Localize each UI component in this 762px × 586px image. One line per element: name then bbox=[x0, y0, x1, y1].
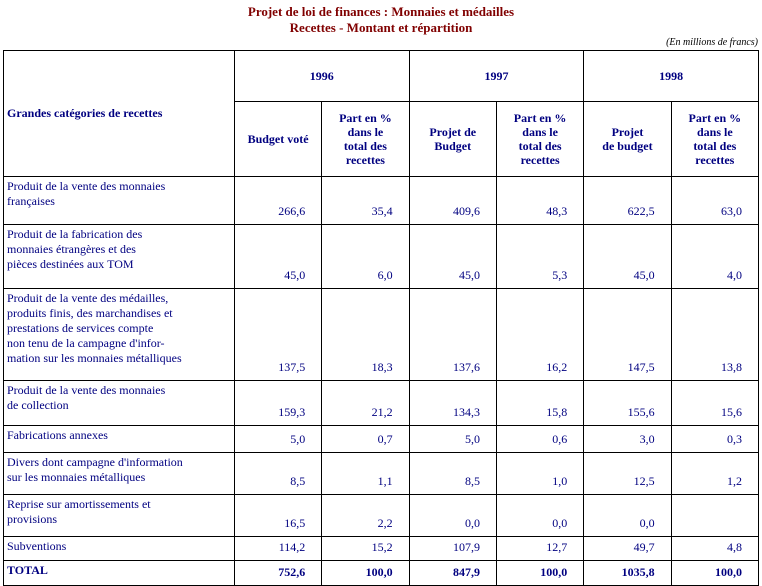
year-header-1998: 1998 bbox=[583, 50, 759, 102]
cell-value: 45,0 bbox=[583, 224, 672, 289]
cell-value: 137,6 bbox=[408, 288, 497, 381]
cell-value: 5,3 bbox=[495, 224, 585, 289]
cell-value: 0,7 bbox=[321, 425, 410, 453]
table-row: TOTAL 752,6 100,0 847,9 100,0 1035,8 100,0 bbox=[3, 560, 760, 586]
cell-value: 8,5 bbox=[408, 452, 497, 495]
cell-value: 137,5 bbox=[233, 288, 323, 381]
cell-value: 13,8 bbox=[670, 288, 760, 381]
page-title: Projet de loi de finances : Monnaies et … bbox=[247, 4, 515, 19]
table-row: Divers dont campagne d'information sur l… bbox=[3, 452, 760, 495]
table-body: Produit de la vente des monnaies françai… bbox=[3, 176, 760, 586]
cell-value: 0,0 bbox=[408, 494, 497, 537]
row-label: Produit de la vente des médailles, produ… bbox=[3, 288, 235, 381]
table-row: Subventions 114,2 15,2 107,9 12,7 49,7 4,8 bbox=[3, 536, 760, 561]
year-header-1997: 1997 bbox=[408, 50, 585, 102]
cell-value: 3,0 bbox=[583, 425, 672, 453]
cell-value: 45,0 bbox=[233, 224, 323, 289]
cell-value: 1,2 bbox=[670, 452, 760, 495]
table-row: Reprise sur amortissements et provisions… bbox=[3, 494, 760, 537]
cell-value: 622,5 bbox=[583, 176, 672, 225]
cell-value: 0,0 bbox=[583, 494, 672, 537]
cell-value: 107,9 bbox=[408, 536, 497, 561]
cell-value: 114,2 bbox=[233, 536, 323, 561]
cell-value: 63,0 bbox=[670, 176, 760, 225]
cell-value: 4,0 bbox=[670, 224, 760, 289]
row-label: Produit de la fabrication des monnaies é… bbox=[3, 224, 235, 289]
subheader-1997-budget: Projet de Budget bbox=[408, 101, 497, 177]
subheader-1996-part: Part en % dans le total des recettes bbox=[321, 101, 410, 177]
cell-value: 1,0 bbox=[495, 452, 585, 495]
cell-value: 0,6 bbox=[495, 425, 585, 453]
cell-value: 15,8 bbox=[495, 380, 585, 426]
row-label: Fabrications annexes bbox=[3, 425, 235, 453]
table-row: Produit de la vente des monnaies françai… bbox=[3, 176, 760, 225]
table-row: Fabrications annexes 5,0 0,7 5,0 0,6 3,0 0,3 bbox=[3, 425, 760, 453]
cell-value: 21,2 bbox=[321, 380, 410, 426]
year-header-1996: 1996 bbox=[233, 50, 410, 102]
cell-value: 15,2 bbox=[321, 536, 410, 561]
cell-value: 1,1 bbox=[321, 452, 410, 495]
row-label: Subventions bbox=[3, 536, 235, 561]
cell-value: 155,6 bbox=[583, 380, 672, 426]
cell-value: 134,3 bbox=[408, 380, 497, 426]
cell-value: 409,6 bbox=[408, 176, 497, 225]
page-header: Projet de loi de finances : Monnaies et … bbox=[0, 0, 762, 36]
cell-value: 8,5 bbox=[233, 452, 323, 495]
cell-value: 147,5 bbox=[583, 288, 672, 381]
cell-value: 159,3 bbox=[233, 380, 323, 426]
corner-header: Grandes catégories de recettes bbox=[3, 50, 235, 177]
cell-value: 16,2 bbox=[495, 288, 585, 381]
subheader-1997-part: Part en % dans le total des recettes bbox=[495, 101, 585, 177]
table-row: Produit de la fabrication des monnaies é… bbox=[3, 224, 760, 289]
cell-value: 266,6 bbox=[233, 176, 323, 225]
cell-value: 5,0 bbox=[233, 425, 323, 453]
cell-value: 4,8 bbox=[670, 536, 760, 561]
table-header: Grandes catégories de recettes 1996 1997… bbox=[3, 50, 760, 177]
row-label: Reprise sur amortissements et provisions bbox=[3, 494, 235, 537]
row-label: Divers dont campagne d'information sur l… bbox=[3, 452, 235, 495]
revenue-table: Grandes catégories de recettes 1996 1997… bbox=[3, 50, 760, 586]
cell-value: 12,5 bbox=[583, 452, 672, 495]
cell-value: 0,3 bbox=[670, 425, 760, 453]
page-subtitle: Recettes - Montant et répartition bbox=[289, 20, 473, 35]
row-label: Produit de la vente des monnaies de coll… bbox=[3, 380, 235, 426]
cell-value: 2,2 bbox=[321, 494, 410, 537]
subheader-1996-budget: Budget voté bbox=[233, 101, 323, 177]
cell-value: 6,0 bbox=[321, 224, 410, 289]
cell-value: 49,7 bbox=[583, 536, 672, 561]
cell-value: 0,0 bbox=[495, 494, 585, 537]
cell-value: 45,0 bbox=[408, 224, 497, 289]
cell-value bbox=[670, 494, 760, 537]
cell-value: 15,6 bbox=[670, 380, 760, 426]
subheader-1998-budget: Projet de budget bbox=[583, 101, 672, 177]
row-label: Produit de la vente des monnaies françai… bbox=[3, 176, 235, 225]
cell-value: 16,5 bbox=[233, 494, 323, 537]
cell-value: 12,7 bbox=[495, 536, 585, 561]
table-row: Produit de la vente des monnaies de coll… bbox=[3, 380, 760, 426]
cell-value: 48,3 bbox=[495, 176, 585, 225]
unit-note: (En millions de francs) bbox=[666, 37, 758, 48]
table-row: Produit de la vente des médailles, produ… bbox=[3, 288, 760, 381]
cell-value: 18,3 bbox=[321, 288, 410, 381]
cell-value: 35,4 bbox=[321, 176, 410, 225]
subheader-1998-part: Part en % dans le total des recettes bbox=[670, 101, 760, 177]
cell-value: 5,0 bbox=[408, 425, 497, 453]
